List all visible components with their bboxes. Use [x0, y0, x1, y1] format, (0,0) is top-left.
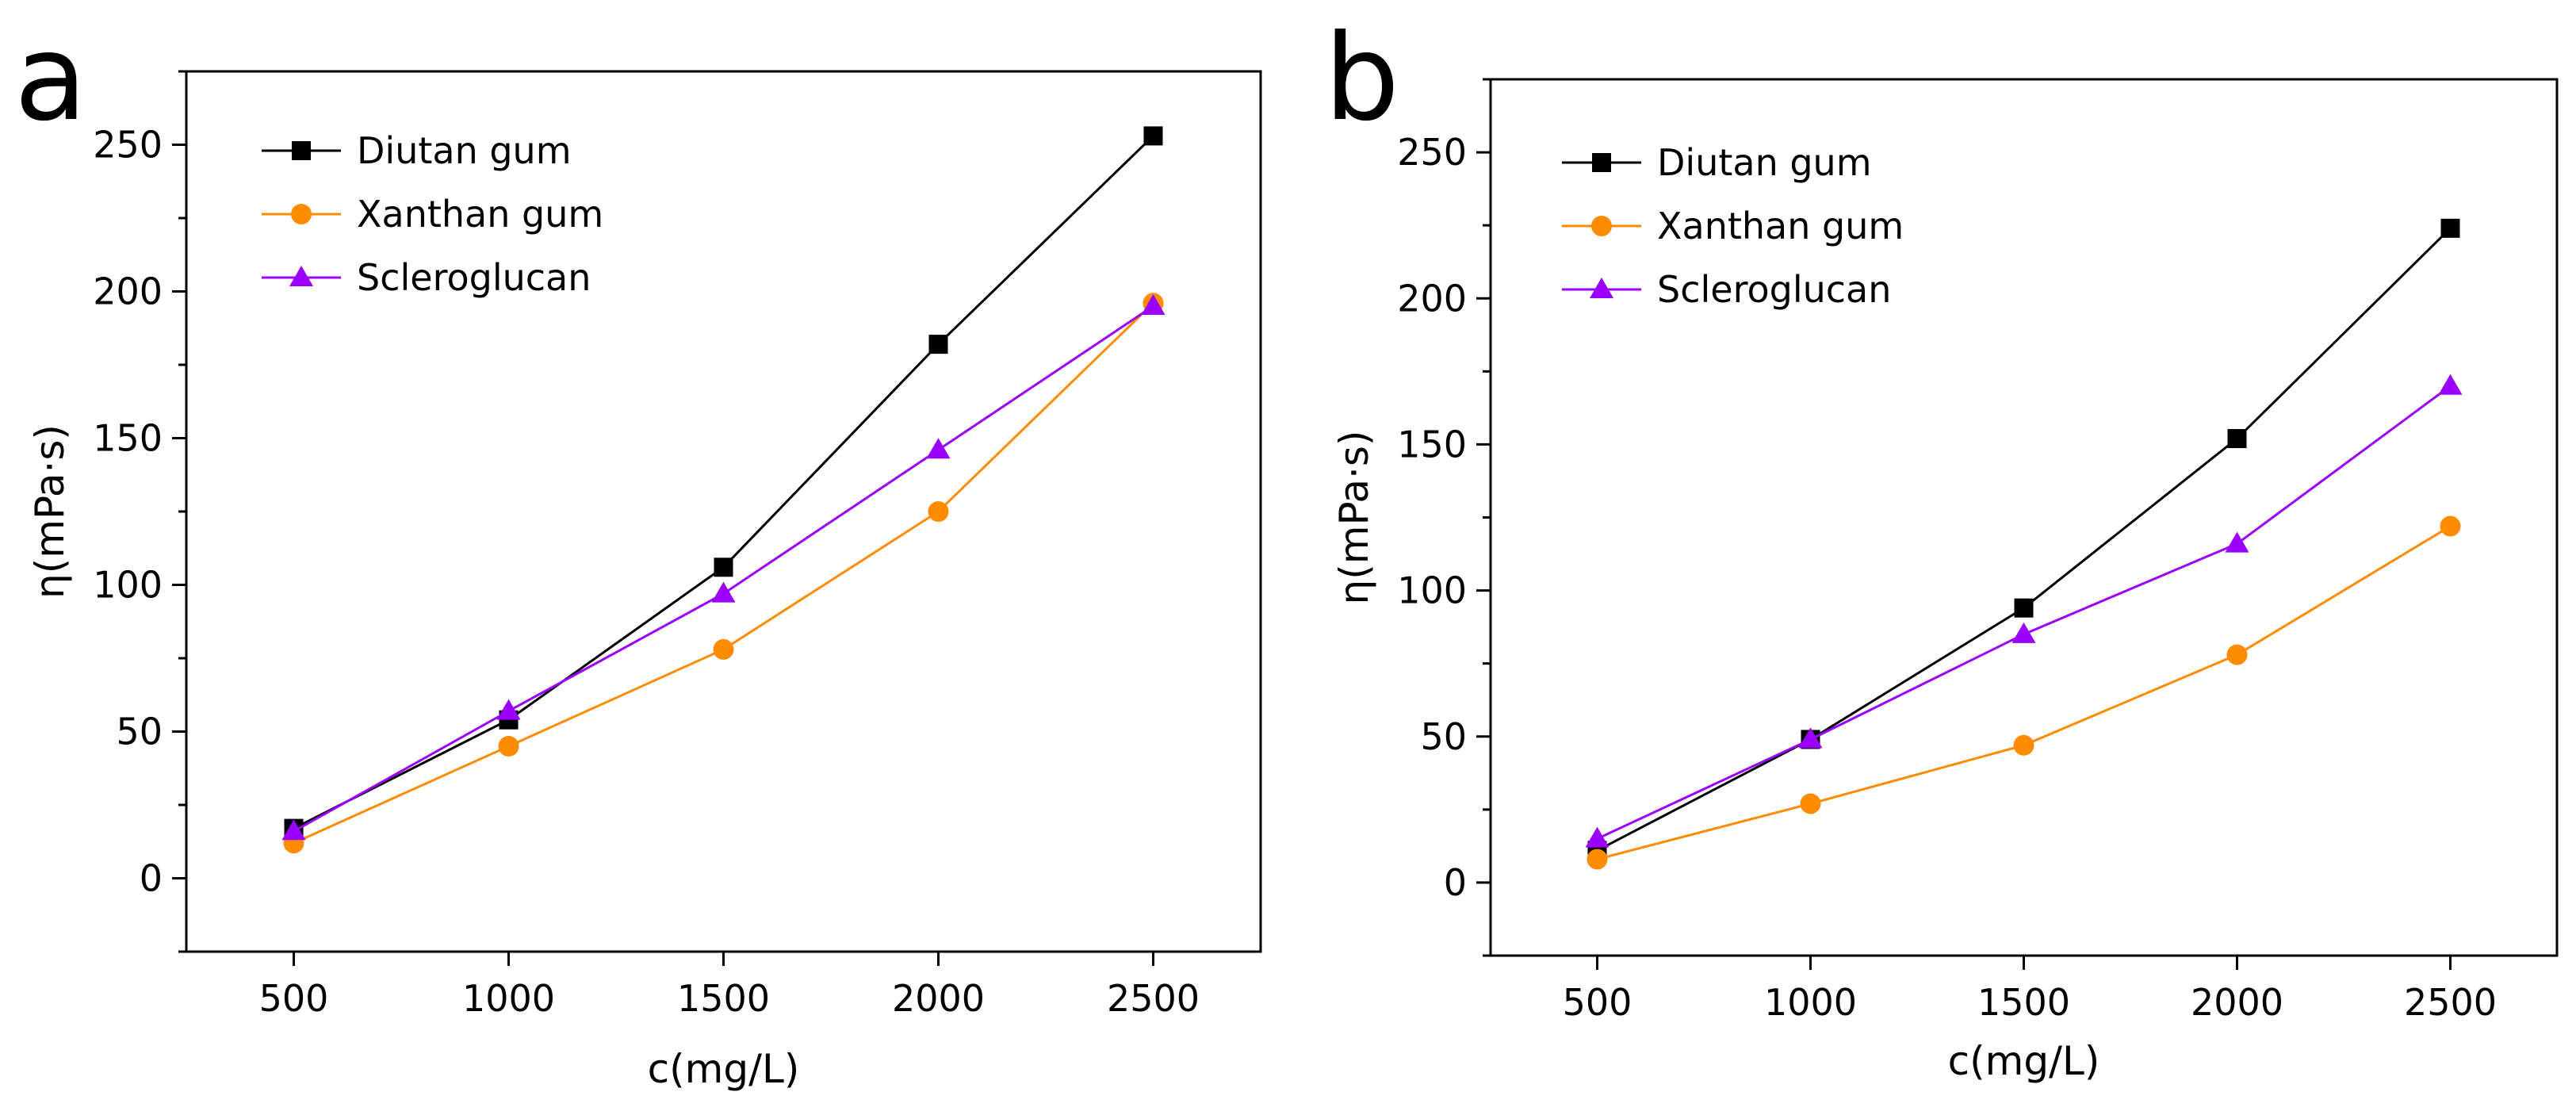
data-point: [2227, 429, 2247, 449]
legend-label: Scleroglucan: [357, 256, 591, 299]
data-point: [2226, 644, 2248, 665]
data-point: [2014, 598, 2034, 618]
legend: Diutan gum Xanthan gum Scleroglucan: [1562, 141, 1904, 311]
x-axis-title: c(mg/L): [1948, 1038, 2100, 1084]
y-tick-label: 0: [140, 857, 163, 900]
chart-panel-b: b 500 1000 1500 2000 2500 0 50 100 150 200 250 c(mg/…: [1324, 10, 2559, 1084]
data-point: [496, 699, 521, 720]
data-point: [1585, 826, 1610, 848]
y-tick-label: 100: [93, 564, 163, 607]
data-point: [926, 438, 951, 459]
x-tick-label: 1500: [677, 977, 770, 1020]
series-scleroglucan: [1585, 374, 2463, 848]
data-point: [1141, 294, 1166, 315]
series-line: [293, 135, 1154, 830]
x-tick-label: 1500: [1977, 981, 2070, 1024]
data-point: [1587, 849, 1608, 870]
data-point: [928, 335, 948, 354]
data-point: [714, 558, 733, 577]
legend-label: Xanthan gum: [1657, 205, 1904, 247]
series-line: [1597, 525, 2452, 860]
legend-label: Diutan gum: [357, 129, 572, 172]
x-tick-label: 1000: [462, 977, 555, 1020]
data-point: [2011, 622, 2036, 643]
x-tick-label: 2500: [1107, 977, 1200, 1020]
x-axis-title: c(mg/L): [648, 1046, 800, 1092]
data-point: [2440, 218, 2460, 238]
data-point: [2225, 531, 2249, 553]
series-line: [1596, 227, 2452, 852]
series-diutan-gum: [1587, 218, 2460, 860]
legend-label: Xanthan gum: [357, 193, 603, 236]
y-tick-label: 150: [1397, 423, 1467, 466]
legend-marker: [1590, 278, 1613, 298]
series-xanthan-gum: [283, 293, 1164, 854]
chart-panel-a: a 500 1000 1500 2000 2500 0 50 100 150 200 250 c(mg/…: [14, 10, 1262, 1092]
y-tick-label: 250: [93, 124, 163, 167]
legend-marker: [289, 266, 313, 286]
legend-marker: [291, 204, 312, 224]
legend-marker: [1591, 216, 1612, 236]
y-tick-label: 250: [1397, 131, 1467, 174]
y-tick-label: 0: [1444, 861, 1467, 904]
data-point: [2440, 515, 2461, 537]
data-point: [281, 819, 306, 841]
legend-marker: [1592, 153, 1611, 172]
data-point: [713, 638, 734, 660]
y-axis-title: η(mPa·s): [1331, 431, 1377, 605]
data-point: [2438, 374, 2463, 395]
data-point: [1798, 727, 1823, 749]
y-tick-label: 200: [1397, 277, 1467, 320]
x-tick-label: 500: [1563, 981, 1632, 1024]
data-point: [498, 736, 519, 757]
data-point: [928, 501, 949, 522]
series-scleroglucan: [281, 294, 1166, 841]
legend-label: Diutan gum: [1657, 141, 1872, 184]
x-tick-label: 2500: [2404, 981, 2497, 1024]
y-axis-title: η(mPa·s): [27, 424, 73, 599]
x-tick-label: 500: [259, 977, 329, 1020]
plot-frame: [1489, 78, 2559, 957]
data-point: [1800, 793, 1821, 814]
data-point: [711, 581, 736, 603]
panel-letter: a: [14, 10, 87, 148]
legend-label: Scleroglucan: [1657, 268, 1891, 311]
data-point: [1143, 126, 1163, 146]
legend: Diutan gum Xanthan gum Scleroglucan: [262, 129, 603, 299]
y-tick-label: 200: [93, 270, 163, 313]
data-point: [2013, 734, 2034, 756]
y-tick-label: 50: [116, 711, 163, 753]
x-tick-label: 2000: [2191, 981, 2283, 1024]
y-tick-label: 150: [93, 417, 163, 460]
x-tick-label: 1000: [1764, 981, 1857, 1024]
series-xanthan-gum: [1587, 515, 2461, 870]
y-tick-label: 100: [1397, 569, 1467, 612]
x-tick-label: 2000: [892, 977, 985, 1020]
y-tick-label: 50: [1420, 715, 1467, 758]
panel-letter: b: [1324, 10, 1399, 148]
legend-marker: [292, 141, 311, 160]
